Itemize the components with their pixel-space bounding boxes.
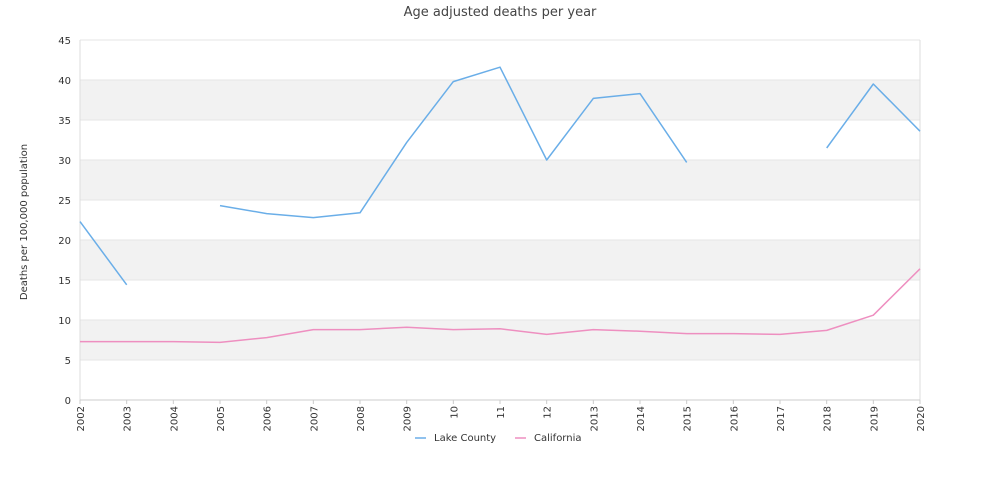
- legend-item: Lake County: [415, 433, 496, 444]
- grid-band: [80, 320, 920, 360]
- x-tick-label: 2009: [403, 406, 414, 431]
- data-point: [451, 327, 456, 332]
- x-tick-label: 2008: [356, 406, 367, 431]
- data-point: [358, 327, 363, 332]
- series-layer: [78, 65, 923, 345]
- y-tick-label: 0: [65, 396, 71, 407]
- x-tick-label: 2003: [123, 406, 134, 431]
- x-tick-label: 2006: [263, 406, 274, 431]
- data-point: [311, 327, 316, 332]
- data-point: [404, 325, 409, 330]
- x-tick-label: 2019: [869, 406, 880, 431]
- data-point: [544, 332, 549, 337]
- x-tick-label: 2005: [216, 406, 227, 431]
- series-line-segment: [79, 221, 128, 286]
- grid-band: [80, 160, 920, 200]
- data-point: [171, 339, 176, 344]
- data-point: [918, 129, 923, 134]
- y-tick-label: 30: [58, 156, 71, 167]
- data-point: [871, 313, 876, 318]
- data-point: [264, 211, 269, 216]
- data-point: [684, 160, 689, 165]
- series-line-segment: [219, 66, 688, 219]
- tick-labels: 0 5 10 15 20 25 30 35 40 45 2002 2003 2004 2005 2006 20…: [58, 36, 927, 431]
- data-point: [778, 332, 783, 337]
- data-point: [824, 146, 829, 151]
- y-tick-label: 35: [58, 116, 71, 127]
- x-tick-label: 2002: [76, 406, 87, 431]
- x-tick-label: 2020: [916, 406, 927, 431]
- data-point: [684, 331, 689, 336]
- y-axis-label: Deaths per 100,000 population: [19, 144, 30, 300]
- data-point: [78, 339, 83, 344]
- x-tick-label: 2016: [729, 406, 740, 431]
- grid-lines: [80, 39, 920, 401]
- y-tick-label: 5: [65, 356, 71, 367]
- data-point: [591, 327, 596, 332]
- legend-label: Lake County: [434, 433, 496, 444]
- y-tick-label: 25: [58, 196, 71, 207]
- data-point: [218, 340, 223, 345]
- x-tick-label: 2015: [683, 406, 694, 431]
- x-tick-label: 2004: [169, 406, 180, 431]
- y-tick-label: 15: [58, 276, 71, 287]
- data-point: [498, 326, 503, 331]
- grid-bands: [80, 80, 920, 360]
- data-point: [591, 96, 596, 101]
- data-point: [311, 215, 316, 220]
- x-tick-label: 2013: [589, 406, 600, 431]
- x-tick-label: 2017: [776, 406, 787, 431]
- x-tick-label: 2014: [636, 406, 647, 431]
- chart-title: Age adjusted deaths per year: [404, 5, 597, 20]
- data-point: [78, 219, 83, 224]
- x-tick-label: 11: [496, 406, 507, 419]
- data-point: [824, 328, 829, 333]
- series-california: [78, 266, 923, 345]
- series-line-segment: [826, 83, 921, 149]
- data-point: [451, 79, 456, 84]
- y-tick-label: 20: [58, 236, 71, 247]
- data-point: [544, 158, 549, 163]
- legend-label: California: [534, 433, 582, 444]
- data-point: [731, 331, 736, 336]
- x-tick-label: 2018: [823, 406, 834, 431]
- legend-item: California: [515, 433, 582, 444]
- data-point: [264, 335, 269, 340]
- data-point: [638, 91, 643, 96]
- grid-band: [80, 240, 920, 280]
- data-point: [218, 203, 223, 208]
- grid-band: [80, 80, 920, 120]
- data-point: [124, 339, 129, 344]
- legend: Lake County California: [415, 433, 582, 444]
- x-tick-label: 10: [449, 406, 460, 419]
- x-tick-label: 12: [543, 406, 554, 419]
- x-tick-label: 2007: [309, 406, 320, 431]
- data-point: [358, 210, 363, 215]
- data-point: [638, 329, 643, 334]
- data-point: [918, 266, 923, 271]
- data-point: [871, 82, 876, 87]
- y-tick-label: 10: [58, 316, 71, 327]
- y-tick-label: 40: [58, 76, 71, 87]
- data-point: [498, 65, 503, 70]
- data-point: [124, 282, 129, 287]
- series-line-segment: [80, 268, 921, 344]
- data-point: [404, 140, 409, 145]
- series-lake-county: [78, 65, 923, 287]
- y-tick-label: 45: [58, 36, 71, 47]
